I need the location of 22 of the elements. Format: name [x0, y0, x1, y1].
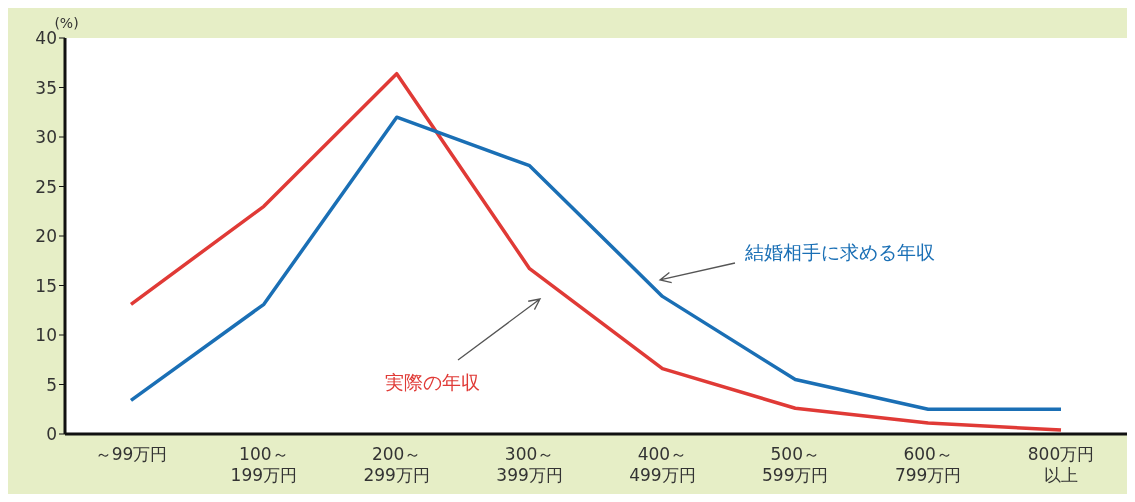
text: 結婚相手に求める年収: [745, 240, 935, 265]
y-tick-label: 30: [35, 127, 57, 148]
x-tick-label: 200～299万円: [362, 444, 431, 486]
x-tick-label: 300～399万円: [495, 444, 564, 486]
x-tick-label: ～99万円: [93, 444, 169, 465]
x-tick-label: 800万円以上: [1026, 444, 1096, 486]
y-tick-label: 35: [35, 77, 57, 98]
y-tick-label: 40: [35, 28, 57, 49]
y-tick-label: 25: [35, 176, 57, 197]
y-axis-title: (%): [54, 15, 79, 31]
text: 実際の年収: [385, 370, 480, 395]
y-tick-label: 15: [35, 275, 57, 296]
y-tick-label: 5: [46, 374, 57, 395]
y-tick-label: 0: [46, 424, 57, 445]
y-tick-label: 10: [35, 325, 57, 346]
y-tick-label: 20: [35, 226, 57, 247]
line-series: [129, 71, 1063, 432]
x-tick-label: 600～799万円: [893, 444, 963, 486]
x-tick-label: 100～199万円: [229, 444, 299, 486]
x-tick-label: 400～499万円: [628, 444, 697, 486]
x-tick-label: 500～599万円: [761, 444, 830, 486]
line-series: [129, 115, 1063, 411]
